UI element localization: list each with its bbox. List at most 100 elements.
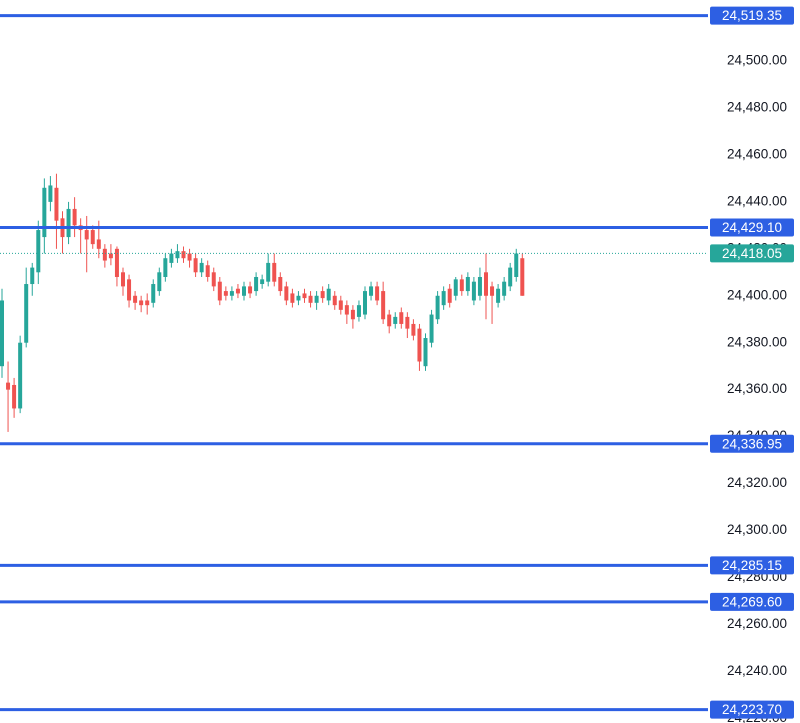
level-box xyxy=(710,6,794,25)
candle-body xyxy=(453,279,458,296)
candle-body xyxy=(6,382,11,390)
candle-body xyxy=(381,291,386,320)
candle-body xyxy=(266,262,271,282)
candle-body xyxy=(520,258,525,296)
y-tick-label: 24,440.00 xyxy=(727,193,787,208)
candle-body xyxy=(356,305,361,317)
candle-body xyxy=(96,239,101,249)
candle-body xyxy=(399,312,404,324)
candle-body xyxy=(465,276,470,292)
candle-body xyxy=(326,288,331,301)
candle-body xyxy=(272,262,277,282)
candle-body xyxy=(151,284,156,303)
candle-body xyxy=(114,248,119,277)
candle-body xyxy=(411,323,416,336)
candle-body xyxy=(84,230,89,240)
candle-body xyxy=(484,272,488,296)
candle-body xyxy=(54,187,59,221)
level-label: 24,336.95 xyxy=(722,436,782,451)
candle-body xyxy=(278,276,283,292)
candle-body xyxy=(229,291,234,296)
candle-body xyxy=(477,276,482,296)
candle-body xyxy=(157,272,162,292)
last-price-box xyxy=(710,244,794,263)
candle-body xyxy=(223,291,228,296)
candle-body xyxy=(284,286,289,301)
candle-body xyxy=(133,295,138,303)
candle-body xyxy=(471,281,476,301)
y-tick-label: 24,360.00 xyxy=(727,381,787,396)
y-tick-label: 24,480.00 xyxy=(727,100,787,115)
candle-body xyxy=(350,309,355,320)
candle-body xyxy=(302,293,307,299)
candle-body xyxy=(344,305,349,315)
level-box xyxy=(710,700,794,719)
candle-body xyxy=(12,384,17,409)
candle-body xyxy=(242,286,246,296)
candle-body xyxy=(363,291,367,315)
candle-body xyxy=(260,279,265,285)
candle-body xyxy=(254,276,259,292)
candle-body xyxy=(193,258,198,273)
y-tick-label: 24,380.00 xyxy=(727,334,787,349)
candle-body xyxy=(235,288,240,294)
candle-body xyxy=(187,253,192,261)
level-label: 24,223.70 xyxy=(722,702,782,717)
candle-body xyxy=(459,279,464,292)
candle-body xyxy=(0,300,4,367)
candle-body xyxy=(48,185,53,202)
candle-body xyxy=(102,248,107,261)
y-tick-label: 24,500.00 xyxy=(727,53,787,68)
candle-body xyxy=(320,291,325,299)
candle-body xyxy=(139,300,144,306)
candle-body xyxy=(508,267,513,287)
candle-body xyxy=(217,281,222,301)
candle-body xyxy=(211,272,216,287)
candle-body xyxy=(332,295,337,306)
candle-body xyxy=(145,300,150,306)
y-tick-label: 24,400.00 xyxy=(727,287,787,302)
level-label: 24,269.60 xyxy=(722,594,782,609)
level-label: 24,285.15 xyxy=(722,558,782,573)
candle-body xyxy=(66,208,71,238)
candle-body xyxy=(36,230,41,273)
candle-body xyxy=(108,253,113,259)
candle-body xyxy=(72,208,77,226)
candle-body xyxy=(447,288,452,303)
level-box xyxy=(710,218,794,237)
candle-body xyxy=(435,295,440,320)
candle-body xyxy=(496,288,501,303)
candle-body xyxy=(514,253,519,277)
level-box xyxy=(710,592,794,611)
candle-body xyxy=(42,187,47,238)
candle-body xyxy=(429,314,434,343)
candle-body xyxy=(405,316,410,329)
level-box xyxy=(710,434,794,453)
candle-body xyxy=(369,286,374,296)
candle-body xyxy=(490,286,495,296)
candle-body xyxy=(181,251,186,259)
level-box xyxy=(710,556,794,575)
last-price-label: 24,418.05 xyxy=(722,246,782,261)
candle-body xyxy=(24,284,29,343)
candle-body xyxy=(314,295,319,303)
level-label: 24,519.35 xyxy=(722,8,782,23)
y-tick-label: 24,240.00 xyxy=(727,663,787,678)
candle-body xyxy=(127,279,132,301)
candle-body xyxy=(502,281,507,296)
candle-body xyxy=(393,316,398,324)
candle-body xyxy=(441,291,446,306)
candle-body xyxy=(308,295,313,303)
y-tick-label: 24,300.00 xyxy=(727,522,787,537)
y-tick-label: 24,320.00 xyxy=(727,475,787,490)
candle-body xyxy=(163,258,168,277)
candle-body xyxy=(423,338,428,367)
candle-body xyxy=(417,328,422,362)
candle-body xyxy=(248,286,253,294)
candle-body xyxy=(290,293,295,303)
candle-body xyxy=(121,272,125,287)
candle-body xyxy=(169,253,174,263)
y-tick-label: 24,260.00 xyxy=(727,616,787,631)
level-label: 24,429.10 xyxy=(722,220,782,235)
